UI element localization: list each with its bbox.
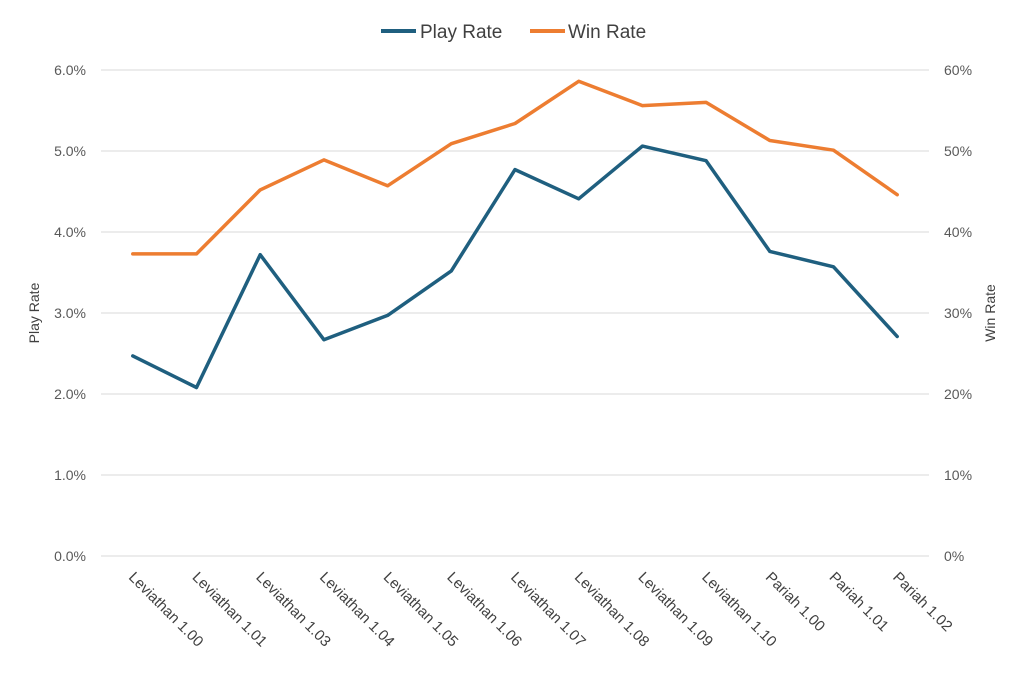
- y-left-tick-label: 2.0%: [54, 386, 86, 402]
- x-category-label: Pariah 1.00: [762, 569, 828, 635]
- y-left-tick-label: 6.0%: [54, 62, 86, 78]
- data-point-win-rate: [513, 121, 517, 125]
- y-left-tick-label: 4.0%: [54, 224, 86, 240]
- data-point-win-rate: [258, 188, 262, 192]
- series-line-play-rate: [131, 144, 899, 390]
- data-point-win-rate: [704, 100, 708, 104]
- legend-label-win-rate: Win Rate: [568, 22, 646, 43]
- y-right-tick-label: 60%: [944, 62, 972, 78]
- y-right-tick-label: 10%: [944, 467, 972, 483]
- y-right-tick-label: 30%: [944, 305, 972, 321]
- y-right-tick-label: 40%: [944, 224, 972, 240]
- data-point-play-rate: [131, 354, 135, 358]
- data-point-win-rate: [131, 252, 135, 256]
- y-left-tick-label: 0.0%: [54, 548, 86, 564]
- y-left-tick-label: 5.0%: [54, 143, 86, 159]
- data-point-play-rate: [640, 144, 644, 148]
- x-category-label: Pariah 1.02: [889, 569, 955, 635]
- data-point-play-rate: [513, 168, 517, 172]
- data-point-play-rate: [322, 338, 326, 342]
- y-right-tick-label: 20%: [944, 386, 972, 402]
- data-point-win-rate: [322, 158, 326, 162]
- series-lines: [131, 79, 899, 390]
- data-point-win-rate: [195, 252, 199, 256]
- y-axis-right-title: Win Rate: [982, 284, 998, 342]
- y-left-tick-label: 3.0%: [54, 305, 86, 321]
- data-point-win-rate: [449, 142, 453, 146]
- legend: Play Rate Win Rate: [381, 22, 646, 43]
- data-point-win-rate: [768, 138, 772, 142]
- data-point-win-rate: [831, 148, 835, 152]
- data-point-win-rate: [386, 184, 390, 188]
- legend-label-play-rate: Play Rate: [420, 22, 502, 43]
- y-left-tick-label: 1.0%: [54, 467, 86, 483]
- y-right-tick-label: 0%: [944, 548, 964, 564]
- data-point-play-rate: [704, 159, 708, 163]
- data-point-play-rate: [258, 253, 262, 257]
- data-point-play-rate: [449, 269, 453, 273]
- data-point-play-rate: [577, 197, 581, 201]
- data-point-win-rate: [577, 79, 581, 83]
- data-point-play-rate: [195, 386, 199, 390]
- gridlines: [101, 69, 929, 557]
- y-axis-right: 0% 10% 20% 30% 40% 50% 60%: [944, 62, 972, 564]
- y-axis-left-title: Play Rate: [26, 282, 42, 343]
- series-line-win-rate: [131, 79, 899, 256]
- data-point-play-rate: [831, 265, 835, 269]
- data-point-win-rate: [640, 104, 644, 108]
- y-axis-left: 0.0% 1.0% 2.0% 3.0% 4.0% 5.0% 6.0%: [54, 62, 86, 564]
- data-point-play-rate: [895, 334, 899, 338]
- data-point-win-rate: [895, 193, 899, 197]
- data-point-play-rate: [386, 313, 390, 317]
- data-point-play-rate: [768, 249, 772, 253]
- x-category-label: Pariah 1.01: [826, 569, 892, 635]
- y-right-tick-label: 50%: [944, 143, 972, 159]
